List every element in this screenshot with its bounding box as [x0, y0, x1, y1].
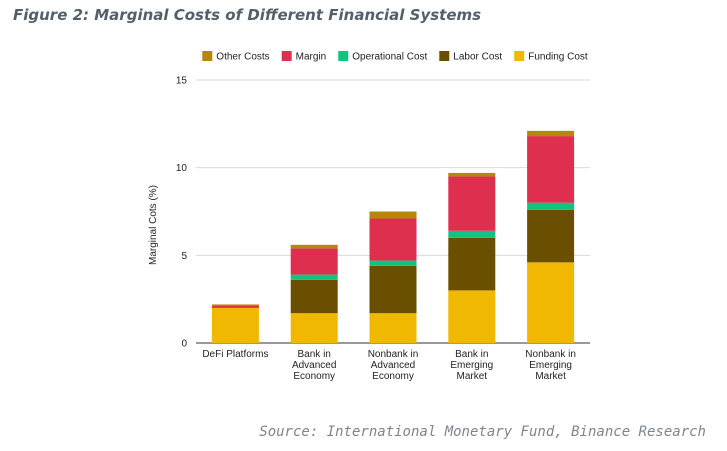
bar-other-costs-3	[369, 211, 417, 219]
bar-margin-2	[290, 248, 338, 275]
bar-margin-5	[527, 136, 575, 203]
legend-item-margin: Margin	[281, 51, 327, 63]
legend-item-labor-cost: Labor Cost	[439, 51, 502, 63]
legend-label: Margin	[296, 52, 327, 63]
source-note: Source: International Monetary Fund, Bin…	[259, 424, 706, 440]
x-tick-labels: DeFi Platforms Bank in Advanced Economy Nonb…	[202, 349, 576, 382]
y-tick-label: 0	[181, 339, 187, 350]
legend-swatch-other-costs	[202, 51, 213, 61]
y-tick-label: 10	[176, 163, 188, 174]
legend-label: Operational Cost	[352, 52, 427, 63]
bar-other-costs-2	[290, 244, 338, 249]
bar-funding-cost-1	[211, 307, 259, 343]
bar-funding-cost-2	[290, 313, 338, 343]
x-tick-label: Nonbank in Emerging Market	[525, 349, 576, 382]
legend: Other Costs Margin Operational Cost Labor C…	[202, 51, 588, 63]
figure-title: Figure 2: Marginal Costs of Different Fi…	[13, 6, 482, 24]
bar-labor-cost-3	[369, 265, 417, 314]
y-tick-label: 15	[176, 76, 188, 87]
bar-labor-cost-2	[290, 279, 338, 314]
y-tick-label: 5	[181, 251, 187, 262]
bars	[211, 130, 575, 343]
x-tick-label: Bank in Emerging Market	[450, 349, 493, 382]
legend-item-other-costs: Other Costs	[202, 51, 270, 63]
bar-margin-4	[448, 176, 496, 231]
bar-labor-cost-5	[527, 209, 575, 263]
bar-margin-1	[211, 305, 259, 308]
bar-funding-cost-5	[527, 262, 575, 343]
bar-margin-3	[369, 218, 417, 261]
legend-item-funding-cost: Funding Cost	[514, 51, 588, 63]
legend-label: Labor Cost	[453, 52, 502, 63]
x-tick-label: DeFi Platforms	[202, 349, 268, 360]
bar-operational-cost-2	[290, 274, 338, 280]
bar-other-costs-1	[211, 304, 259, 306]
bar-funding-cost-3	[369, 313, 417, 343]
legend-label: Other Costs	[216, 52, 269, 63]
bar-operational-cost-3	[369, 260, 417, 266]
y-tick-labels: 0 5 10 15	[176, 76, 188, 350]
y-axis-label: Marginal Cots (%)	[148, 185, 159, 265]
legend-swatch-labor-cost	[439, 51, 450, 61]
bar-other-costs-5	[527, 130, 575, 137]
legend-swatch-operational-cost	[338, 51, 349, 61]
bar-operational-cost-4	[448, 230, 496, 238]
bar-funding-cost-4	[448, 290, 496, 343]
legend-swatch-funding-cost	[514, 51, 525, 61]
bar-operational-cost-5	[527, 202, 575, 210]
x-tick-label: Bank in Advanced Economy	[292, 349, 336, 382]
legend-swatch-margin	[281, 51, 292, 61]
legend-item-operational-cost: Operational Cost	[338, 51, 428, 63]
x-tick-label: Nonbank in Advanced Economy	[368, 349, 419, 382]
bar-labor-cost-4	[448, 237, 496, 291]
bar-other-costs-4	[448, 172, 496, 177]
legend-label: Funding Cost	[528, 52, 588, 63]
